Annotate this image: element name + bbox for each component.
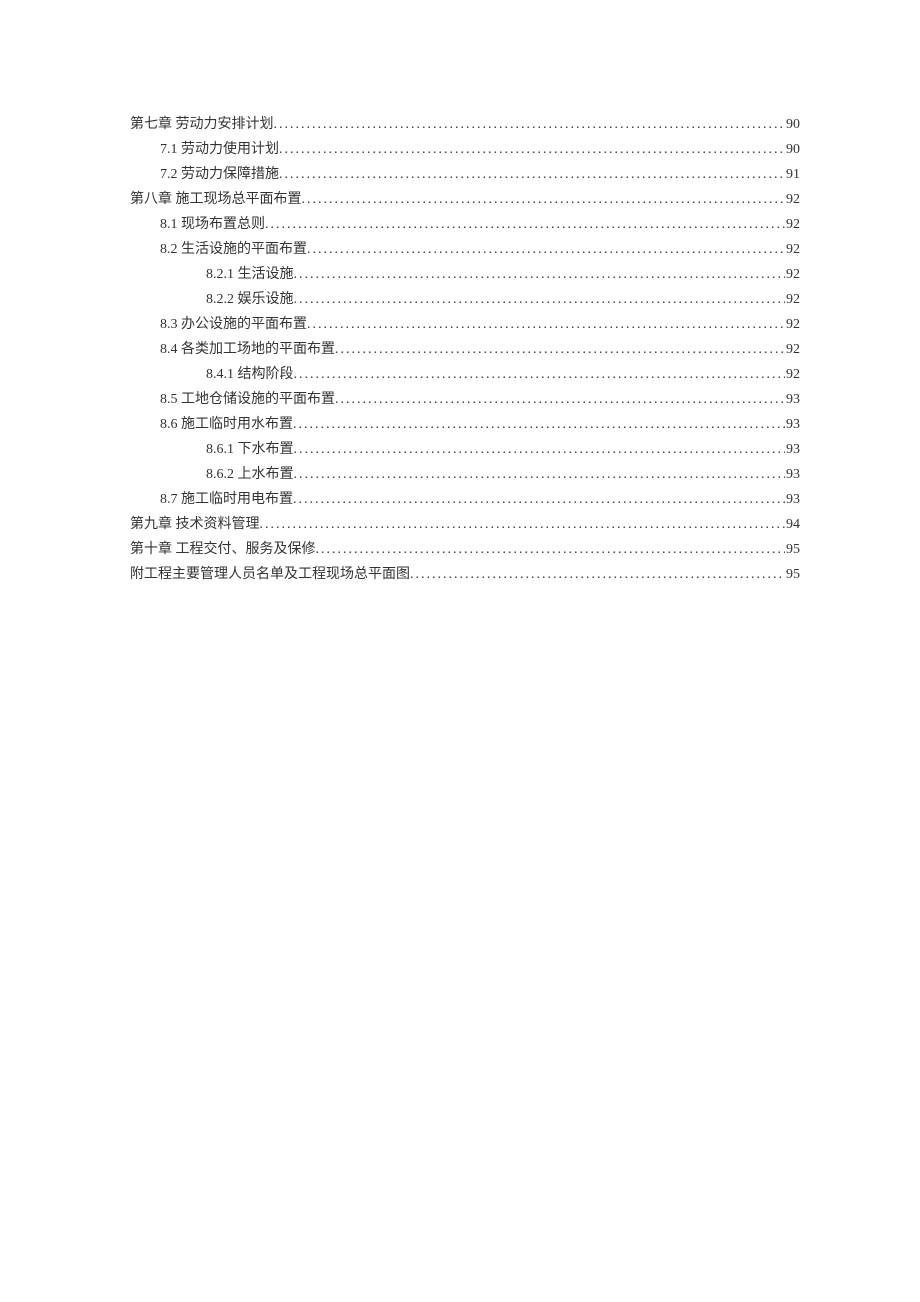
toc-entry: 第七章 劳动力安排计划 90	[130, 112, 800, 137]
toc-entry: 7.1 劳动力使用计划 90	[130, 137, 800, 162]
toc-leader-dots	[293, 412, 785, 437]
toc-entry: 8.2 生活设施的平面布置 92	[130, 237, 800, 262]
toc-entry: 8.4 各类加工场地的平面布置 92	[130, 337, 800, 362]
toc-leader-dots	[316, 537, 786, 562]
toc-entry: 8.7 施工临时用电布置 93	[130, 487, 800, 512]
toc-entry-text: 附工程主要管理人员名单及工程现场总平面图	[130, 562, 410, 587]
toc-entry-page: 93	[785, 487, 800, 512]
toc-entry: 8.4.1 结构阶段 92	[130, 362, 800, 387]
toc-entry-text: 7.1 劳动力使用计划	[160, 137, 279, 162]
toc-entry-text: 8.6.1 下水布置	[206, 437, 294, 462]
toc-entry-page: 93	[785, 412, 800, 437]
toc-entry-text: 8.2.2 娱乐设施	[206, 287, 294, 312]
toc-entry-page: 95	[785, 537, 800, 562]
toc-entry: 8.2.2 娱乐设施 92	[130, 287, 800, 312]
toc-entry-page: 94	[785, 512, 800, 537]
toc-entry-page: 91	[785, 162, 800, 187]
toc-entry-page: 90	[785, 137, 800, 162]
toc-entry-page: 92	[785, 237, 800, 262]
toc-leader-dots	[294, 437, 786, 462]
toc-entry-text: 第八章 施工现场总平面布置	[130, 187, 302, 212]
toc-entry: 8.6 施工临时用水布置 93	[130, 412, 800, 437]
toc-leader-dots	[302, 187, 786, 212]
toc-entry: 8.5 工地仓储设施的平面布置 93	[130, 387, 800, 412]
toc-leader-dots	[294, 462, 786, 487]
toc-container: 第七章 劳动力安排计划907.1 劳动力使用计划907.2 劳动力保障措施91第…	[0, 0, 920, 587]
toc-entry: 8.3 办公设施的平面布置 92	[130, 312, 800, 337]
toc-entry-text: 8.4 各类加工场地的平面布置	[160, 337, 335, 362]
toc-leader-dots	[279, 162, 785, 187]
toc-entry: 7.2 劳动力保障措施 91	[130, 162, 800, 187]
toc-leader-dots	[274, 112, 786, 137]
toc-entry: 第十章 工程交付、服务及保修 95	[130, 537, 800, 562]
toc-entry: 8.6.1 下水布置 93	[130, 437, 800, 462]
toc-leader-dots	[335, 387, 785, 412]
toc-entry-page: 93	[785, 437, 800, 462]
toc-entry-text: 第七章 劳动力安排计划	[130, 112, 274, 137]
toc-entry-text: 7.2 劳动力保障措施	[160, 162, 279, 187]
toc-leader-dots	[307, 312, 785, 337]
toc-entry: 附工程主要管理人员名单及工程现场总平面图 95	[130, 562, 800, 587]
toc-leader-dots	[294, 262, 786, 287]
toc-leader-dots	[260, 512, 786, 537]
toc-entry: 8.1 现场布置总则 92	[130, 212, 800, 237]
toc-entry: 第八章 施工现场总平面布置 92	[130, 187, 800, 212]
toc-entry-page: 92	[785, 262, 800, 287]
toc-entry-text: 8.1 现场布置总则	[160, 212, 265, 237]
toc-entry: 8.2.1 生活设施 92	[130, 262, 800, 287]
toc-entry-text: 8.5 工地仓储设施的平面布置	[160, 387, 335, 412]
toc-entry-text: 8.6.2 上水布置	[206, 462, 294, 487]
toc-entry: 第九章 技术资料管理 94	[130, 512, 800, 537]
toc-leader-dots	[279, 137, 785, 162]
toc-entry-text: 第九章 技术资料管理	[130, 512, 260, 537]
toc-entry-page: 90	[785, 112, 800, 137]
toc-entry-text: 8.7 施工临时用电布置	[160, 487, 293, 512]
toc-leader-dots	[294, 362, 786, 387]
toc-entry-text: 8.4.1 结构阶段	[206, 362, 294, 387]
toc-entry-text: 8.3 办公设施的平面布置	[160, 312, 307, 337]
toc-entry-page: 93	[785, 462, 800, 487]
toc-leader-dots	[307, 237, 785, 262]
toc-entry-page: 92	[785, 187, 800, 212]
toc-entry-page: 93	[785, 387, 800, 412]
toc-entry-text: 8.2.1 生活设施	[206, 262, 294, 287]
toc-entry-page: 92	[785, 362, 800, 387]
toc-leader-dots	[265, 212, 785, 237]
toc-entry-page: 95	[785, 562, 800, 587]
toc-entry-text: 第十章 工程交付、服务及保修	[130, 537, 316, 562]
toc-entry-page: 92	[785, 212, 800, 237]
toc-entry-text: 8.6 施工临时用水布置	[160, 412, 293, 437]
toc-entry-page: 92	[785, 312, 800, 337]
toc-entry-page: 92	[785, 287, 800, 312]
toc-entry-page: 92	[785, 337, 800, 362]
toc-entry: 8.6.2 上水布置 93	[130, 462, 800, 487]
toc-leader-dots	[293, 487, 785, 512]
toc-leader-dots	[294, 287, 786, 312]
toc-leader-dots	[335, 337, 785, 362]
toc-leader-dots	[410, 562, 785, 587]
toc-entry-text: 8.2 生活设施的平面布置	[160, 237, 307, 262]
